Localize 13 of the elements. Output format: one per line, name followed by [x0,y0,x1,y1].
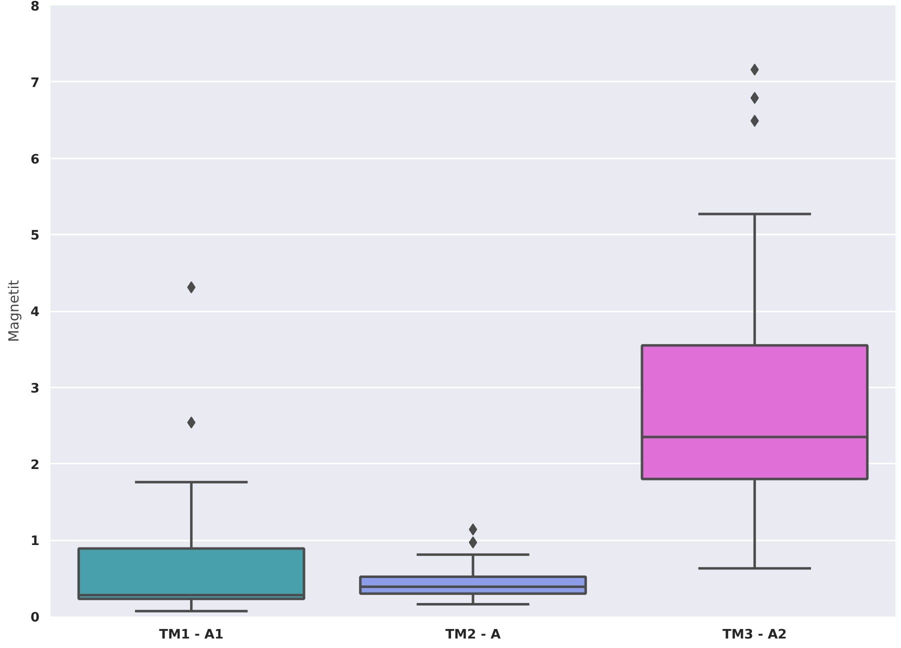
y-tick-label: 1 [30,534,40,550]
x-tick-label: TM2 - A [445,628,501,642]
y-tick-label: 5 [30,228,40,244]
y-tick-label: 4 [30,305,40,320]
x-tick-label: TM1 - A1 [159,628,224,642]
y-tick-label: 8 [30,0,40,14]
y-axis-title: Magnetit [6,280,22,342]
y-tick-label: 3 [30,381,40,396]
y-tick-label: 6 [30,152,40,168]
x-tick-label: TM3 - A2 [722,628,787,642]
y-tick-label: 0 [30,610,40,626]
y-tick-label: 7 [30,76,40,91]
y-tick-label: 2 [30,458,40,473]
